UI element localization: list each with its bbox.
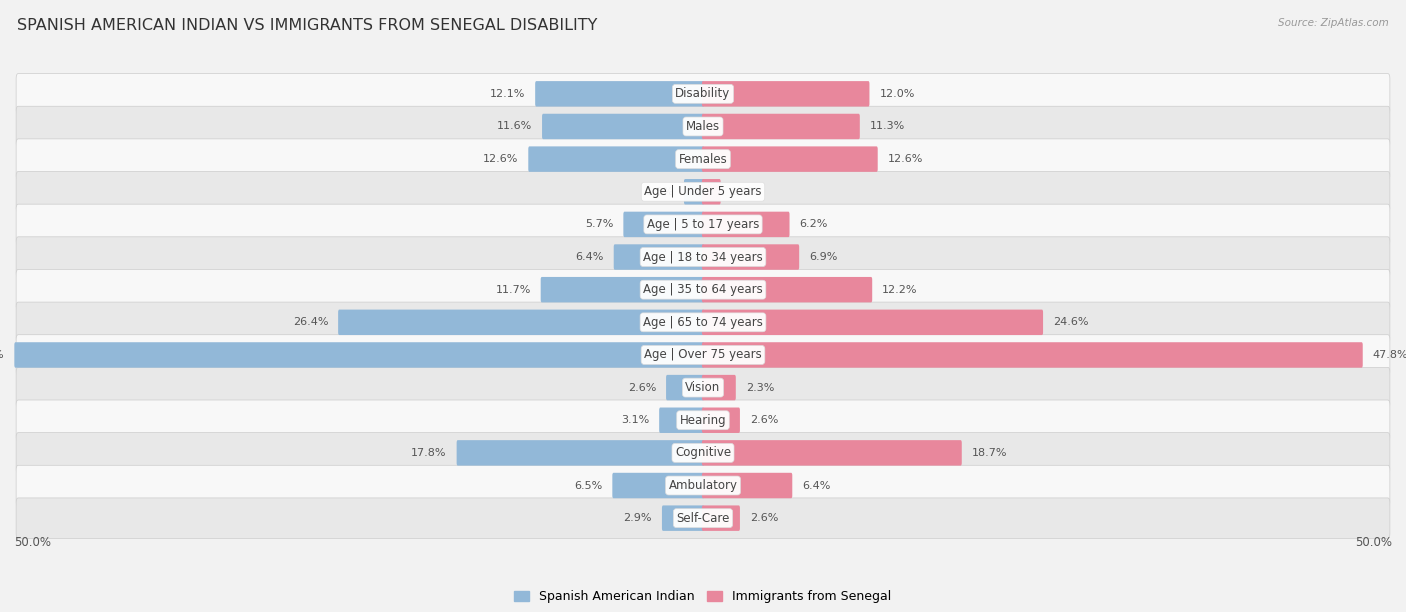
Text: Age | Under 5 years: Age | Under 5 years bbox=[644, 185, 762, 198]
Text: Males: Males bbox=[686, 120, 720, 133]
Text: Self-Care: Self-Care bbox=[676, 512, 730, 524]
Text: Vision: Vision bbox=[685, 381, 721, 394]
FancyBboxPatch shape bbox=[702, 310, 1043, 335]
Text: 12.6%: 12.6% bbox=[484, 154, 519, 164]
Text: 49.9%: 49.9% bbox=[0, 350, 4, 360]
Text: 47.8%: 47.8% bbox=[1372, 350, 1406, 360]
FancyBboxPatch shape bbox=[543, 114, 704, 139]
Text: 11.3%: 11.3% bbox=[870, 121, 905, 132]
Text: 11.6%: 11.6% bbox=[496, 121, 531, 132]
FancyBboxPatch shape bbox=[536, 81, 704, 106]
FancyBboxPatch shape bbox=[15, 73, 1391, 114]
Text: 18.7%: 18.7% bbox=[972, 448, 1007, 458]
Text: 3.1%: 3.1% bbox=[621, 415, 650, 425]
FancyBboxPatch shape bbox=[702, 179, 721, 204]
FancyBboxPatch shape bbox=[702, 114, 860, 139]
Text: 6.2%: 6.2% bbox=[800, 219, 828, 230]
Text: Ambulatory: Ambulatory bbox=[668, 479, 738, 492]
FancyBboxPatch shape bbox=[666, 375, 704, 400]
Text: Age | 35 to 64 years: Age | 35 to 64 years bbox=[643, 283, 763, 296]
Text: Age | 5 to 17 years: Age | 5 to 17 years bbox=[647, 218, 759, 231]
FancyBboxPatch shape bbox=[15, 465, 1391, 506]
FancyBboxPatch shape bbox=[14, 342, 704, 368]
Text: Females: Females bbox=[679, 152, 727, 166]
Text: 24.6%: 24.6% bbox=[1053, 317, 1088, 327]
Text: 50.0%: 50.0% bbox=[1355, 536, 1392, 549]
FancyBboxPatch shape bbox=[662, 506, 704, 531]
FancyBboxPatch shape bbox=[15, 204, 1391, 245]
Legend: Spanish American Indian, Immigrants from Senegal: Spanish American Indian, Immigrants from… bbox=[509, 585, 897, 608]
Text: SPANISH AMERICAN INDIAN VS IMMIGRANTS FROM SENEGAL DISABILITY: SPANISH AMERICAN INDIAN VS IMMIGRANTS FR… bbox=[17, 18, 598, 34]
FancyBboxPatch shape bbox=[683, 179, 704, 204]
Text: Age | 18 to 34 years: Age | 18 to 34 years bbox=[643, 250, 763, 264]
FancyBboxPatch shape bbox=[702, 244, 799, 270]
Text: 2.3%: 2.3% bbox=[745, 382, 775, 393]
FancyBboxPatch shape bbox=[15, 400, 1391, 441]
FancyBboxPatch shape bbox=[15, 269, 1391, 310]
FancyBboxPatch shape bbox=[702, 506, 740, 531]
FancyBboxPatch shape bbox=[541, 277, 704, 302]
FancyBboxPatch shape bbox=[15, 106, 1391, 147]
FancyBboxPatch shape bbox=[702, 473, 793, 498]
Text: 12.0%: 12.0% bbox=[879, 89, 915, 99]
FancyBboxPatch shape bbox=[15, 139, 1391, 179]
Text: 2.6%: 2.6% bbox=[627, 382, 657, 393]
Text: 50.0%: 50.0% bbox=[14, 536, 51, 549]
Text: 2.9%: 2.9% bbox=[623, 513, 652, 523]
Text: 12.1%: 12.1% bbox=[489, 89, 526, 99]
FancyBboxPatch shape bbox=[613, 473, 704, 498]
Text: Source: ZipAtlas.com: Source: ZipAtlas.com bbox=[1278, 18, 1389, 28]
Text: 1.3%: 1.3% bbox=[645, 187, 673, 197]
FancyBboxPatch shape bbox=[702, 212, 790, 237]
Text: 6.9%: 6.9% bbox=[808, 252, 838, 262]
FancyBboxPatch shape bbox=[702, 342, 1362, 368]
Text: 26.4%: 26.4% bbox=[292, 317, 328, 327]
Text: 6.5%: 6.5% bbox=[574, 480, 602, 491]
FancyBboxPatch shape bbox=[702, 146, 877, 172]
FancyBboxPatch shape bbox=[702, 81, 869, 106]
FancyBboxPatch shape bbox=[15, 433, 1391, 473]
Text: 17.8%: 17.8% bbox=[411, 448, 447, 458]
Text: Age | Over 75 years: Age | Over 75 years bbox=[644, 348, 762, 362]
FancyBboxPatch shape bbox=[457, 440, 704, 466]
Text: 2.6%: 2.6% bbox=[749, 415, 779, 425]
FancyBboxPatch shape bbox=[15, 237, 1391, 277]
Text: Age | 65 to 74 years: Age | 65 to 74 years bbox=[643, 316, 763, 329]
Text: 6.4%: 6.4% bbox=[803, 480, 831, 491]
FancyBboxPatch shape bbox=[15, 302, 1391, 343]
FancyBboxPatch shape bbox=[529, 146, 704, 172]
FancyBboxPatch shape bbox=[15, 335, 1391, 375]
Text: Hearing: Hearing bbox=[679, 414, 727, 427]
Text: 1.2%: 1.2% bbox=[731, 187, 759, 197]
Text: 12.2%: 12.2% bbox=[882, 285, 918, 295]
FancyBboxPatch shape bbox=[623, 212, 704, 237]
FancyBboxPatch shape bbox=[702, 408, 740, 433]
FancyBboxPatch shape bbox=[702, 440, 962, 466]
FancyBboxPatch shape bbox=[613, 244, 704, 270]
Text: Disability: Disability bbox=[675, 88, 731, 100]
Text: 2.6%: 2.6% bbox=[749, 513, 779, 523]
FancyBboxPatch shape bbox=[659, 408, 704, 433]
Text: 12.6%: 12.6% bbox=[887, 154, 922, 164]
FancyBboxPatch shape bbox=[337, 310, 704, 335]
Text: 11.7%: 11.7% bbox=[495, 285, 531, 295]
Text: 6.4%: 6.4% bbox=[575, 252, 603, 262]
Text: 5.7%: 5.7% bbox=[585, 219, 613, 230]
FancyBboxPatch shape bbox=[702, 277, 872, 302]
FancyBboxPatch shape bbox=[702, 375, 735, 400]
FancyBboxPatch shape bbox=[15, 367, 1391, 408]
Text: Cognitive: Cognitive bbox=[675, 446, 731, 460]
FancyBboxPatch shape bbox=[15, 498, 1391, 539]
FancyBboxPatch shape bbox=[15, 171, 1391, 212]
